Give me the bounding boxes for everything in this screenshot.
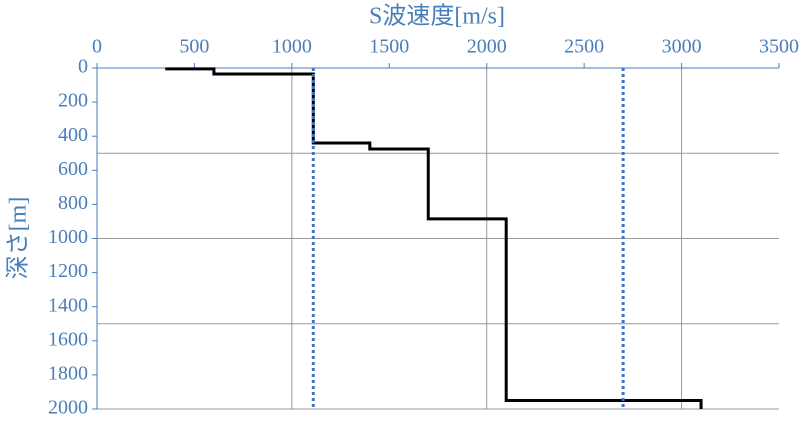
y-tick-label: 0 [78, 56, 88, 78]
y-axis-label: 深さ[m] [5, 197, 32, 280]
x-tick-label: 0 [92, 36, 102, 58]
x-tick-label: 2500 [564, 36, 604, 58]
x-tick-label: 2000 [467, 36, 507, 58]
y-tick-label: 2000 [48, 397, 88, 419]
y-tick-label: 800 [58, 192, 88, 214]
y-tick-label: 1800 [48, 362, 88, 384]
chart-title: S波速度[m/s] [369, 3, 505, 30]
x-tick-label: 1000 [272, 36, 312, 58]
y-tick-label: 200 [58, 90, 88, 112]
y-tick-label: 1200 [48, 260, 88, 282]
y-tick-label: 1000 [48, 226, 88, 248]
data-line [165, 67, 703, 409]
x-tick-label: 500 [179, 36, 209, 58]
y-tick-label: 400 [58, 124, 88, 146]
y-tick-label: 600 [58, 158, 88, 180]
y-tick-label: 1600 [48, 328, 88, 350]
x-tick-label: 3000 [662, 36, 702, 58]
y-tick-label: 1400 [48, 294, 88, 316]
x-tick-label: 3500 [759, 36, 799, 58]
x-tick-label: 1500 [369, 36, 409, 58]
